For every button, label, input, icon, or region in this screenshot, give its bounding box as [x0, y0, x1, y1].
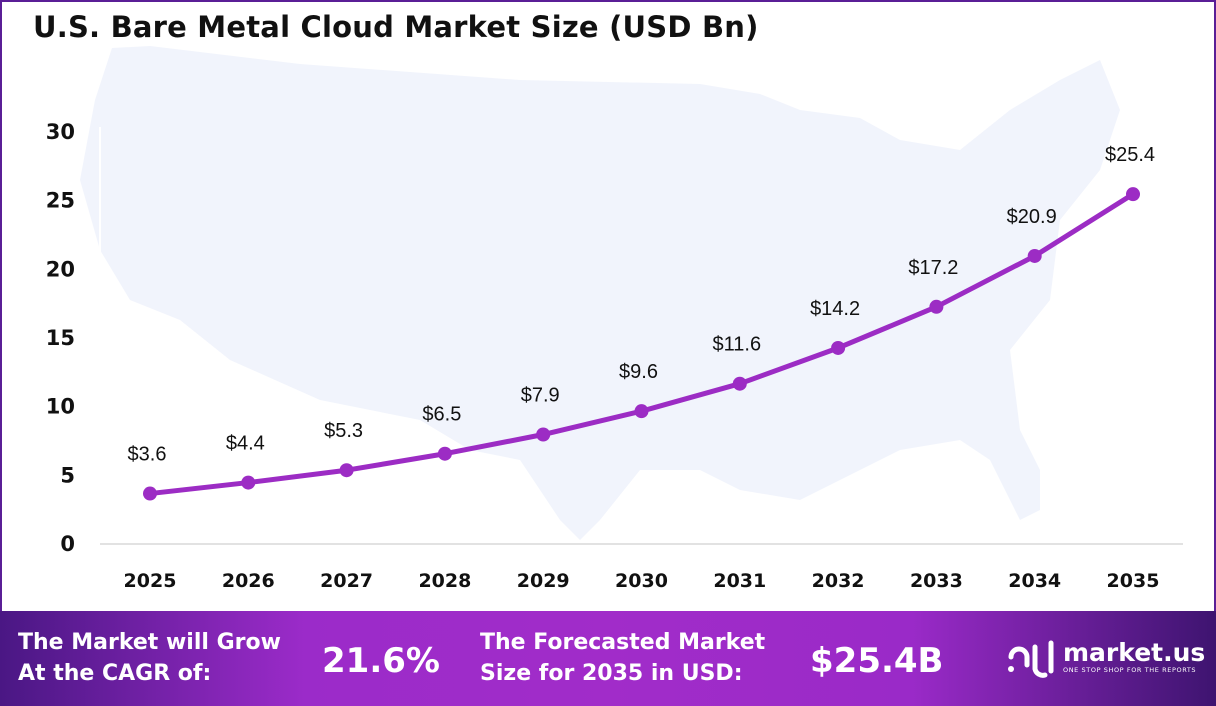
data-label: $3.6 [128, 444, 167, 466]
x-tick-label: 2029 [517, 570, 570, 592]
data-point [241, 475, 256, 490]
data-label: $7.9 [521, 385, 560, 407]
x-tick-label: 2031 [713, 570, 766, 592]
x-tick-label: 2034 [1008, 570, 1061, 592]
data-label: $17.2 [908, 257, 958, 279]
y-tick-label: 10 [46, 395, 75, 419]
data-label: $5.3 [324, 420, 363, 442]
forecast-value: $25.4B [810, 641, 944, 681]
x-tick-label: 2026 [222, 570, 275, 592]
forecast-label-line1: The Forecasted Market [480, 630, 766, 655]
x-tick-label: 2025 [124, 570, 177, 592]
x-tick-label: 2032 [812, 570, 865, 592]
y-tick-label: 20 [46, 257, 75, 281]
logo-tagline: ONE STOP SHOP FOR THE REPORTS [1063, 666, 1197, 674]
y-tick-label: 25 [46, 189, 75, 213]
us-map-background [80, 46, 1120, 540]
cagr-label: The Market will Grow At the CAGR of: [18, 627, 281, 689]
data-label: $4.4 [226, 433, 265, 455]
logo-icon [1008, 640, 1054, 678]
data-label: $9.6 [619, 361, 658, 383]
data-label: $6.5 [422, 404, 461, 426]
data-label: $11.6 [713, 334, 762, 356]
data-label: $20.9 [1007, 206, 1057, 228]
data-point [536, 427, 551, 442]
cagr-label-line1: The Market will Grow [18, 630, 281, 655]
data-label: $25.4 [1105, 144, 1155, 166]
y-tick-label: 5 [60, 463, 75, 487]
data-point [831, 340, 846, 355]
data-label: $14.2 [810, 298, 860, 320]
data-point [1027, 248, 1042, 263]
cagr-label-line2: At the CAGR of: [18, 661, 212, 686]
x-tick-label: 2033 [910, 570, 963, 592]
y-tick-label: 15 [46, 326, 75, 350]
y-tick-label: 0 [60, 532, 75, 556]
data-point [1126, 187, 1140, 202]
footer-banner: The Market will Grow At the CAGR of: 21.… [0, 611, 1216, 706]
logo-name: market.us [1063, 638, 1206, 667]
market-us-logo: market.us ONE STOP SHOP FOR THE REPORTS [1005, 635, 1205, 679]
data-point [732, 376, 747, 391]
x-tick-label: 2027 [320, 570, 373, 592]
data-point [339, 463, 354, 478]
x-tick-label: 2030 [615, 570, 668, 592]
data-point [437, 446, 452, 461]
x-tick-label: 2028 [418, 570, 471, 592]
y-tick-label: 30 [46, 120, 75, 144]
data-point [143, 486, 157, 501]
forecast-label: The Forecasted Market Size for 2035 in U… [480, 627, 765, 689]
cagr-value: 21.6% [322, 641, 440, 681]
data-point [929, 299, 944, 314]
forecast-label-line2: Size for 2035 in USD: [480, 661, 743, 686]
data-point [634, 404, 649, 419]
x-tick-label: 2035 [1107, 570, 1160, 592]
chart-title: U.S. Bare Metal Cloud Market Size (USD B… [33, 10, 759, 44]
